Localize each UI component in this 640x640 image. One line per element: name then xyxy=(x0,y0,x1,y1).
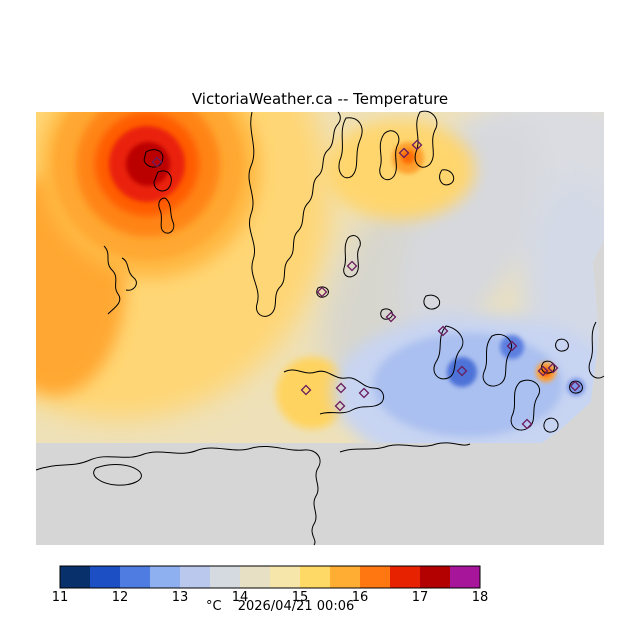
island-east-7 xyxy=(543,417,559,433)
legend-tick-label: 14 xyxy=(232,590,249,605)
map xyxy=(35,110,605,546)
legend-timestamp: 2026/04/21 00:06 xyxy=(238,599,355,614)
legend-tick-label: 16 xyxy=(352,590,369,605)
legend-tick-label: 15 xyxy=(292,590,309,605)
station-marker xyxy=(335,382,347,394)
station-marker xyxy=(506,340,518,352)
legend-segment xyxy=(180,566,210,588)
station-marker xyxy=(437,325,449,337)
lake-south xyxy=(93,464,142,486)
legend-tick-labels: 11 12 13 14 15 16 17 18 xyxy=(52,590,489,605)
legend-segment xyxy=(270,566,300,588)
island-2 xyxy=(379,130,400,181)
legend-segment xyxy=(420,566,450,588)
hotspot-core xyxy=(126,142,170,186)
legend-tick-label: 17 xyxy=(412,590,429,605)
legend-segment xyxy=(390,566,420,588)
coast-inlet-1 xyxy=(103,245,121,315)
legend-segment xyxy=(90,566,120,588)
lake-2 xyxy=(153,170,172,192)
legend-segment xyxy=(360,566,390,588)
neutral-band-2 xyxy=(398,118,542,342)
legend-frame xyxy=(59,565,481,589)
island-4 xyxy=(439,169,455,186)
island-5 xyxy=(343,235,361,278)
station-marker xyxy=(316,286,328,298)
station-marker xyxy=(547,362,559,374)
station-marker xyxy=(411,139,423,151)
warm-blob-south xyxy=(276,357,348,429)
lake-3 xyxy=(158,197,175,234)
legend-tick-label: 18 xyxy=(472,590,489,605)
legend-tick-label: 11 xyxy=(52,590,69,605)
coast-south-main xyxy=(35,445,321,546)
station-marker xyxy=(358,387,370,399)
legend-segment xyxy=(210,566,240,588)
coast-main xyxy=(248,111,341,317)
legend-segment xyxy=(300,566,330,588)
map-title: VictoriaWeather.ca -- Temperature xyxy=(192,90,448,108)
island-3 xyxy=(414,110,438,168)
island-east-5 xyxy=(555,338,569,352)
coast-inlet-2 xyxy=(121,257,137,291)
islet-2 xyxy=(316,286,329,298)
coast-east-edge xyxy=(588,321,605,379)
legend-caption: °C 2026/04/21 00:06 xyxy=(206,599,354,614)
station-marker xyxy=(521,418,533,430)
station-marker xyxy=(569,380,581,392)
legend-segment xyxy=(240,566,270,588)
legend-units: °C xyxy=(206,599,222,614)
islet-1 xyxy=(380,308,393,320)
legend-tick-label: 13 xyxy=(172,590,189,605)
legend-segments xyxy=(60,566,480,588)
station-marker xyxy=(385,311,397,323)
legend-segment xyxy=(150,566,180,588)
station-marker xyxy=(151,156,163,168)
station-marker xyxy=(456,365,468,377)
legend-segment xyxy=(60,566,90,588)
island-east-6 xyxy=(569,380,583,394)
island-east-1 xyxy=(433,325,464,380)
legend-segment xyxy=(330,566,360,588)
station-marker xyxy=(334,400,346,412)
station-marker xyxy=(398,147,410,159)
station-marker xyxy=(346,260,358,272)
legend-tick-label: 12 xyxy=(112,590,129,605)
color-scale-legend: 11 12 13 14 15 16 17 18 °C 2026/04/21 00:06 xyxy=(52,565,489,614)
cool-spot-1 xyxy=(447,357,477,387)
station-markers xyxy=(151,139,581,430)
island-1 xyxy=(338,117,363,179)
station-marker xyxy=(300,384,312,396)
temperature-field xyxy=(36,112,604,443)
coast-victoria xyxy=(283,369,385,415)
legend-segment xyxy=(120,566,150,588)
warm-core2-north-central xyxy=(401,150,415,164)
station-marker xyxy=(537,365,549,377)
legend-segment xyxy=(450,566,480,588)
islet-3 xyxy=(423,294,441,310)
coast-south-right xyxy=(339,442,471,453)
